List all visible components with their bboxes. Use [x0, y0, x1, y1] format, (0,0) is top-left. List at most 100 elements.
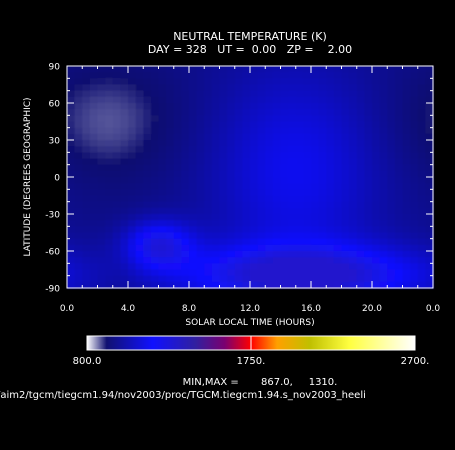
heatmap-cell: [394, 207, 404, 215]
heatmap-cell: [265, 263, 274, 271]
heatmap-cell: [349, 170, 358, 178]
heatmap-cell: [219, 115, 228, 123]
heatmap-cell: [326, 109, 335, 116]
heatmap-cell: [394, 257, 404, 264]
heatmap-cell: [135, 207, 144, 215]
heatmap-cell: [326, 281, 335, 289]
heatmap-cell: [211, 164, 221, 172]
heatmap-cell: [204, 201, 213, 209]
heatmap-cell: [250, 84, 259, 92]
heatmap-cell: [280, 177, 289, 184]
heatmap-cell: [143, 121, 152, 129]
heatmap-cell: [196, 96, 205, 104]
heatmap-cell: [417, 66, 426, 73]
heatmap-cell: [410, 232, 419, 240]
heatmap-cell: [189, 232, 198, 240]
heatmap-cell: [242, 140, 251, 147]
heatmap-cell: [242, 177, 251, 184]
heatmap-cell: [128, 220, 137, 227]
heatmap-cell: [372, 244, 381, 252]
heatmap-cell: [333, 183, 343, 190]
heatmap-cell: [417, 251, 426, 258]
heatmap-cell: [204, 72, 213, 79]
heatmap-cell: [204, 232, 213, 240]
heatmap-cell: [250, 207, 259, 215]
heatmap-cell: [272, 195, 282, 203]
heatmap-cell: [112, 127, 121, 135]
heatmap-cell: [74, 72, 83, 79]
heatmap-cell: [74, 195, 83, 203]
heatmap-cell: [402, 257, 411, 264]
heatmap-cell: [295, 72, 304, 79]
heatmap-cell: [211, 127, 221, 135]
heatmap-cell: [250, 109, 259, 116]
heatmap-cell: [272, 109, 282, 116]
heatmap-cell: [288, 121, 297, 129]
heatmap-cell: [242, 263, 251, 271]
heatmap-cell: [288, 244, 297, 252]
heatmap-cell: [326, 72, 335, 79]
heatmap-cell: [219, 263, 228, 271]
heatmap-cell: [105, 281, 114, 289]
heatmap-cell: [326, 127, 335, 135]
heatmap-cell: [227, 115, 236, 123]
heatmap-cell: [158, 195, 167, 203]
heatmap-cell: [356, 244, 365, 252]
heatmap-cell: [341, 146, 350, 153]
heatmap-cell: [135, 263, 144, 271]
heatmap-cell: [143, 177, 152, 184]
heatmap-cell: [211, 189, 221, 197]
heatmap-cell: [158, 133, 167, 141]
heatmap-cell: [318, 152, 327, 160]
heatmap-cell: [303, 232, 312, 240]
heatmap-cell: [82, 214, 91, 221]
heatmap-cell: [211, 103, 221, 110]
heatmap-cell: [150, 214, 160, 221]
heatmap-cell: [150, 251, 160, 258]
heatmap-cell: [417, 195, 426, 203]
heatmap-cell: [97, 189, 106, 197]
heatmap-cell: [158, 207, 167, 215]
heatmap-cell: [303, 201, 312, 209]
heatmap-cell: [318, 226, 327, 234]
heatmap-cell: [402, 109, 411, 116]
heatmap-cell: [112, 183, 121, 190]
heatmap-cell: [379, 226, 388, 234]
heatmap-cell: [189, 109, 198, 116]
heatmap-cell: [341, 281, 350, 289]
heatmap-cell: [67, 109, 76, 116]
heatmap-cell: [234, 96, 243, 104]
heatmap-cell: [288, 251, 297, 258]
heatmap-cell: [341, 133, 350, 141]
heatmap-cell: [189, 66, 198, 73]
heatmap-cell: [265, 127, 274, 135]
heatmap-cell: [150, 244, 160, 252]
heatmap-cell: [425, 275, 434, 283]
heatmap-cell: [394, 66, 404, 73]
heatmap-cell: [318, 140, 327, 147]
heatmap-cell: [97, 115, 106, 123]
heatmap-cell: [150, 232, 160, 240]
heatmap-cell: [250, 214, 259, 221]
heatmap-cell: [227, 78, 236, 86]
heatmap-cell: [219, 232, 228, 240]
heatmap-cell: [82, 127, 91, 135]
heatmap-cell: [280, 84, 289, 92]
heatmap-cell: [211, 133, 221, 141]
heatmap-cell: [158, 115, 167, 123]
heatmap-cell: [303, 78, 312, 86]
heatmap-cell: [417, 170, 426, 178]
heatmap-cell: [67, 244, 76, 252]
heatmap-cell: [219, 109, 228, 116]
heatmap-cell: [97, 133, 106, 141]
heatmap-cell: [189, 127, 198, 135]
heatmap-cell: [295, 263, 304, 271]
heatmap-cell: [143, 78, 152, 86]
heatmap-cell: [402, 152, 411, 160]
heatmap-cell: [402, 121, 411, 129]
heatmap-cell: [288, 115, 297, 123]
heatmap-cell: [303, 164, 312, 172]
heatmap-cell: [372, 164, 381, 172]
heatmap-cell: [425, 281, 434, 289]
